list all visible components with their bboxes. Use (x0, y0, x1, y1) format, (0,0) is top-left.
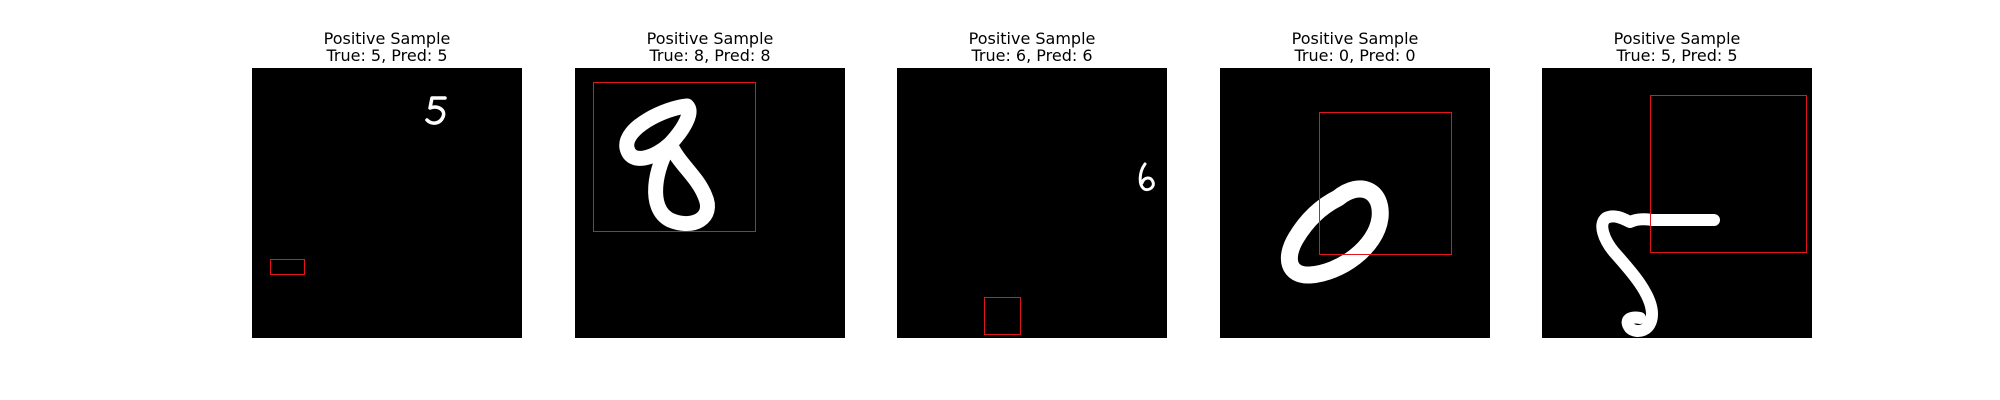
sample-panel-3: Positive Sample True: 6, Pred: 6 (897, 0, 1167, 340)
digit-image (1542, 68, 1812, 338)
panel-subtitle-line: True: 5, Pred: 5 (326, 46, 448, 65)
panel-title: Positive Sample True: 8, Pred: 8 (555, 30, 865, 64)
digit-image (1220, 68, 1490, 338)
panel-title-line: Positive Sample (1291, 29, 1419, 48)
detection-box (1650, 95, 1807, 253)
detection-box (1319, 112, 1452, 255)
sample-panel-1: Positive Sample True: 5, Pred: 5 (252, 0, 522, 340)
panel-title-line: Positive Sample (1613, 29, 1741, 48)
panel-title: Positive Sample True: 5, Pred: 5 (232, 30, 542, 64)
digit-glyph (1596, 210, 1720, 337)
digit-glyph (619, 98, 715, 232)
panel-title-line: Positive Sample (323, 29, 451, 48)
sample-panel-5: Positive Sample True: 5, Pred: 5 (1542, 0, 1812, 340)
panel-subtitle-line: True: 6, Pred: 6 (971, 46, 1093, 65)
panel-title: Positive Sample True: 6, Pred: 6 (877, 30, 1187, 64)
detection-box (984, 297, 1021, 335)
digit-image (575, 68, 845, 338)
sample-panel-2: Positive Sample True: 8, Pred: 8 (575, 0, 845, 340)
sample-panel-4: Positive Sample True: 0, Pred: 0 (1220, 0, 1490, 340)
digit-glyph (1280, 180, 1389, 284)
digit-glyph (1138, 162, 1155, 192)
panel-subtitle-line: True: 5, Pred: 5 (1616, 46, 1738, 65)
digit-image (252, 68, 522, 338)
panel-subtitle-line: True: 8, Pred: 8 (649, 46, 771, 65)
digit-glyph (425, 96, 447, 125)
panel-title-line: Positive Sample (968, 29, 1096, 48)
digit-image (897, 68, 1167, 338)
panel-title-line: Positive Sample (646, 29, 774, 48)
detection-box (270, 259, 305, 275)
panel-title: Positive Sample True: 5, Pred: 5 (1522, 30, 1832, 64)
detection-box (593, 82, 756, 232)
panel-subtitle-line: True: 0, Pred: 0 (1294, 46, 1416, 65)
panel-title: Positive Sample True: 0, Pred: 0 (1200, 30, 1510, 64)
